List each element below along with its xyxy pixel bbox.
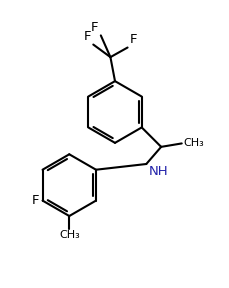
- Text: F: F: [91, 21, 98, 34]
- Text: CH₃: CH₃: [59, 230, 79, 240]
- Text: NH: NH: [148, 165, 167, 178]
- Text: F: F: [83, 31, 91, 43]
- Text: CH₃: CH₃: [182, 139, 203, 148]
- Text: F: F: [129, 33, 137, 46]
- Text: F: F: [31, 194, 39, 207]
